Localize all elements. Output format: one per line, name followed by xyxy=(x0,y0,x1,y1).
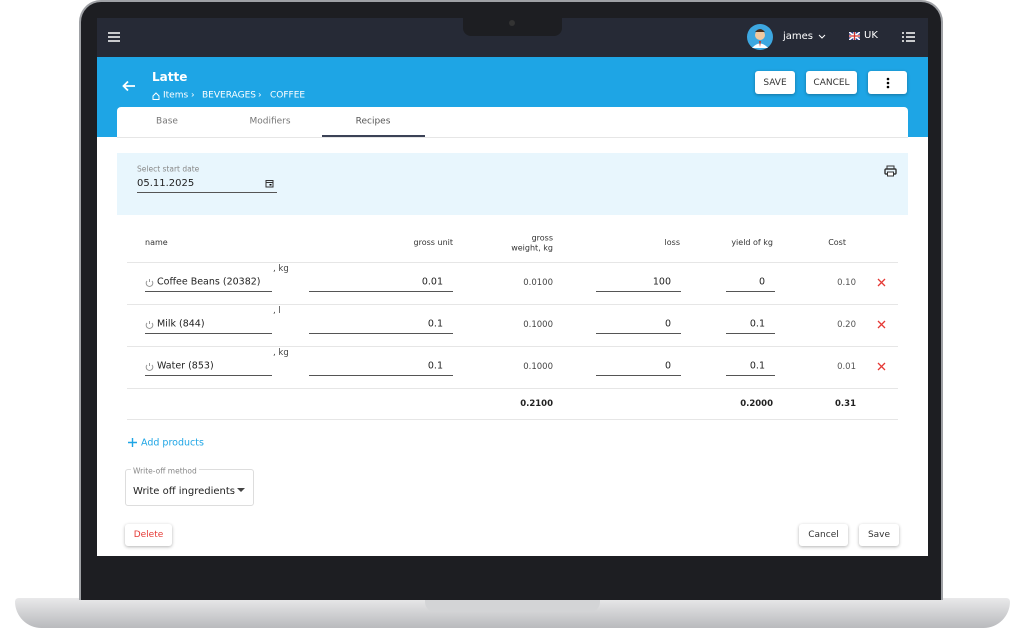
back-arrow[interactable] xyxy=(122,80,136,92)
product-name[interactable]: Milk (844) xyxy=(157,318,205,330)
camera-notch xyxy=(463,16,562,36)
breadcrumb-link[interactable]: BEVERAGES xyxy=(202,90,256,101)
input-underline xyxy=(596,291,681,292)
date-section xyxy=(117,153,908,215)
menu-icon[interactable] xyxy=(107,31,121,43)
date-underline xyxy=(137,192,277,193)
list-icon[interactable] xyxy=(902,31,915,43)
flag-icon xyxy=(849,32,860,40)
camera xyxy=(509,20,515,26)
input-underline xyxy=(309,291,453,292)
screen: james UK Latte Items › BEVERAGES › COFFE… xyxy=(97,18,928,556)
unit: , kg xyxy=(273,347,289,358)
total: 0.2100 xyxy=(520,398,553,409)
gross-weight: 0.0100 xyxy=(523,277,553,288)
write-off-value[interactable]: Write off ingredients xyxy=(133,486,236,497)
print-icon[interactable] xyxy=(884,165,897,177)
write-off-label: Write-off method xyxy=(131,466,199,476)
tab[interactable]: Modifiers xyxy=(249,116,291,127)
product-icon xyxy=(145,321,154,329)
remove-row[interactable] xyxy=(877,320,886,329)
total: 0.2000 xyxy=(740,398,773,409)
product-icon xyxy=(145,363,154,371)
dropdown-arrow[interactable] xyxy=(237,488,245,493)
user-name[interactable]: james xyxy=(783,31,814,42)
date-value[interactable]: 05.11.2025 xyxy=(137,178,195,189)
input-underline xyxy=(309,333,453,334)
cost: 0.01 xyxy=(837,361,856,372)
column-header: loss xyxy=(664,238,680,247)
add-products[interactable]: Add products xyxy=(141,437,204,449)
remove-row[interactable] xyxy=(877,362,886,371)
gross-weight: 0.1000 xyxy=(523,361,553,372)
loss[interactable]: 0 xyxy=(664,360,671,372)
column-header: name xyxy=(145,238,168,247)
totals-divider xyxy=(127,419,898,420)
product-name[interactable]: Water (853) xyxy=(157,360,214,372)
breadcrumb-link[interactable]: Items xyxy=(163,90,189,101)
cost: 0.10 xyxy=(837,277,856,288)
laptop-notch xyxy=(425,600,600,612)
cost: 0.20 xyxy=(837,319,856,330)
yield[interactable]: 0.1 xyxy=(749,318,765,330)
breadcrumb-sep: › xyxy=(191,90,195,101)
unit: , kg xyxy=(273,263,289,274)
gross-unit[interactable]: 0.1 xyxy=(427,360,443,372)
tab-indicator xyxy=(322,135,425,137)
input-underline xyxy=(726,291,775,292)
input-underline xyxy=(145,291,272,292)
save-button[interactable]: Save xyxy=(859,524,899,546)
tab-divider xyxy=(117,137,908,138)
gross-weight: 0.1000 xyxy=(523,319,553,330)
yield[interactable]: 0.1 xyxy=(749,360,765,372)
product-name[interactable]: Coffee Beans (20382) xyxy=(157,276,261,288)
header-divider xyxy=(127,262,898,263)
row-divider xyxy=(127,388,898,389)
more-icon xyxy=(886,77,889,88)
input-underline xyxy=(596,333,681,334)
tab-active[interactable]: Recipes xyxy=(355,116,391,127)
total: 0.31 xyxy=(835,398,856,409)
column-header: gross weight, kg xyxy=(511,233,553,252)
cancel-button[interactable]: CANCEL xyxy=(806,71,857,94)
locale[interactable]: UK xyxy=(864,30,878,41)
column-header: yield of kg xyxy=(731,238,773,247)
column-header: Cost xyxy=(828,238,846,247)
input-underline xyxy=(145,375,272,376)
home-icon xyxy=(152,92,160,100)
item-title: Latte xyxy=(152,70,188,84)
input-underline xyxy=(596,375,681,376)
save-button[interactable]: SAVE xyxy=(755,71,795,94)
breadcrumb-sep: › xyxy=(258,90,262,101)
delete-button[interactable]: Delete xyxy=(125,524,172,546)
remove-row[interactable] xyxy=(877,278,886,287)
input-underline xyxy=(726,375,775,376)
row-divider xyxy=(127,304,898,305)
breadcrumb-link[interactable]: COFFEE xyxy=(270,90,306,101)
product-icon xyxy=(145,279,154,287)
cancel-button[interactable]: Cancel xyxy=(799,524,848,546)
card: Base Modifiers Recipes Select start date… xyxy=(117,107,908,556)
yield[interactable]: 0 xyxy=(758,276,765,288)
input-underline xyxy=(145,333,272,334)
input-underline xyxy=(309,375,453,376)
loss[interactable]: 0 xyxy=(664,318,671,330)
user-chevron[interactable] xyxy=(818,33,826,41)
gross-unit[interactable]: 0.01 xyxy=(421,276,443,288)
row-divider xyxy=(127,346,898,347)
loss[interactable]: 100 xyxy=(652,276,671,288)
more-button[interactable] xyxy=(868,71,907,94)
input-underline xyxy=(726,333,775,334)
calendar-icon[interactable] xyxy=(265,179,274,188)
avatar[interactable] xyxy=(747,24,773,50)
add-icon[interactable] xyxy=(127,437,138,448)
tab[interactable]: Base xyxy=(156,116,178,127)
unit: , l xyxy=(273,305,281,316)
date-label: Select start date xyxy=(137,164,200,174)
gross-unit[interactable]: 0.1 xyxy=(427,318,443,330)
column-header: gross unit xyxy=(413,238,453,247)
